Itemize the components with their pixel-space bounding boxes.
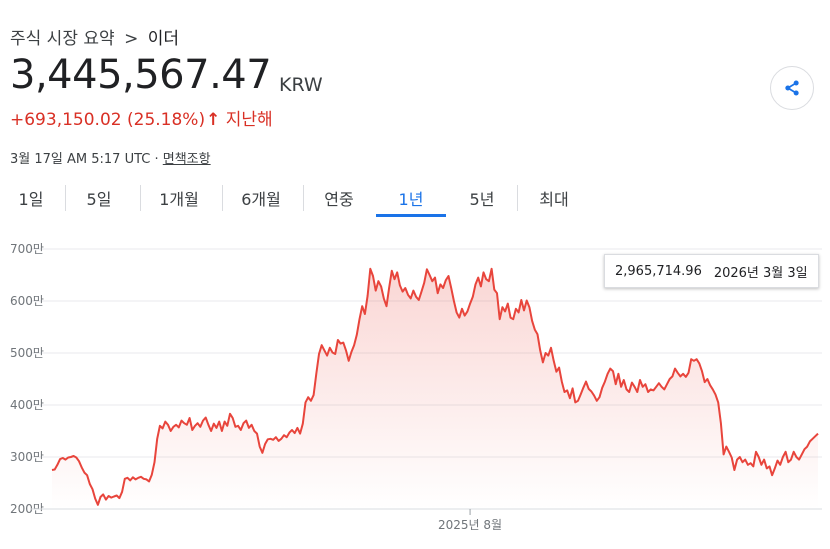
breadcrumb-current: 이더	[147, 29, 179, 49]
tab-5y[interactable]: 5년	[469, 190, 495, 209]
disclaimer-link[interactable]: 면책조항	[162, 152, 211, 167]
timestamp-row: 3월 17일 AM 5:17 UTC · 면책조항	[10, 148, 211, 167]
x-tick-label: 2025년 8월	[438, 518, 502, 532]
breadcrumb-separator: >	[124, 29, 139, 49]
tab-divider	[303, 185, 304, 211]
tooltip-date: 2026년 3월 3일	[713, 265, 808, 281]
tab-1m[interactable]: 1개월	[159, 190, 199, 209]
tab-divider	[517, 185, 518, 211]
meta-dot: ·	[154, 152, 159, 167]
tab-divider	[222, 185, 223, 211]
range-tabs: 1일 5일 1개월 6개월 연중 1년 5년 최대	[0, 181, 600, 217]
tab-divider	[65, 185, 66, 211]
price-currency: KRW	[279, 74, 323, 96]
price-change: +693,150.02 (25.18%)↑ 지난해	[10, 105, 273, 130]
tooltip-value: 2,965,714.96	[615, 263, 702, 279]
y-tick-label: 200만	[10, 502, 44, 516]
timestamp: 3월 17일 AM 5:17 UTC	[10, 152, 151, 167]
breadcrumb: 주식 시장 요약 > 이더	[10, 24, 179, 49]
y-tick-label: 400만	[10, 398, 44, 412]
tab-max[interactable]: 최대	[539, 190, 569, 209]
y-tick-label: 500만	[10, 346, 44, 360]
change-percent: (25.18%)	[127, 110, 206, 130]
up-arrow-icon: ↑	[206, 110, 221, 130]
chart-tooltip: 2,965,714.96 2026년 3월 3일	[604, 254, 819, 288]
series-area	[52, 268, 818, 509]
tab-divider	[140, 185, 141, 211]
price-value: 3,445,567.47	[10, 52, 272, 98]
series-line	[51, 267, 819, 506]
tab-ytd[interactable]: 연중	[324, 190, 354, 209]
tab-1d[interactable]: 1일	[18, 190, 44, 209]
breadcrumb-parent[interactable]: 주식 시장 요약	[10, 29, 115, 49]
tab-5d[interactable]: 5일	[86, 190, 112, 209]
tab-1y[interactable]: 1년	[376, 181, 446, 217]
share-icon	[785, 80, 799, 96]
y-tick-label: 600만	[10, 294, 44, 308]
tab-6m[interactable]: 6개월	[241, 190, 281, 209]
y-tick-label: 700만	[10, 242, 44, 256]
change-period: 지난해	[225, 110, 273, 130]
y-tick-label: 300만	[10, 450, 44, 464]
change-amount: +693,150.02	[10, 110, 122, 130]
share-button[interactable]	[770, 66, 814, 110]
